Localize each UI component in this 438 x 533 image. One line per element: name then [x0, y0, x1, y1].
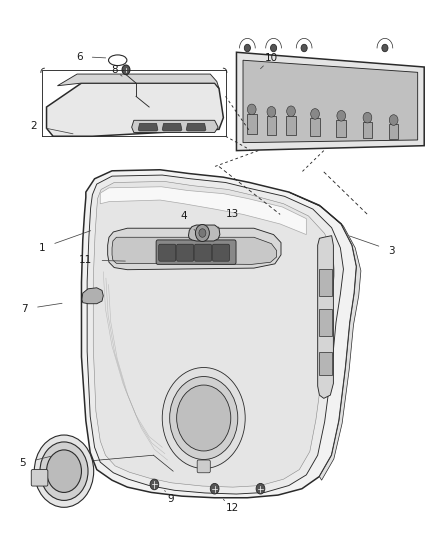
Polygon shape	[162, 124, 182, 131]
Circle shape	[271, 44, 277, 52]
Text: 12: 12	[223, 499, 239, 513]
Text: 10: 10	[261, 53, 278, 69]
FancyBboxPatch shape	[319, 352, 332, 375]
Polygon shape	[138, 124, 158, 131]
Polygon shape	[46, 83, 223, 136]
FancyBboxPatch shape	[177, 244, 194, 261]
Circle shape	[363, 112, 372, 123]
Circle shape	[337, 110, 346, 121]
Text: 2: 2	[30, 120, 73, 134]
Circle shape	[382, 44, 388, 52]
Text: 4: 4	[181, 211, 194, 230]
Circle shape	[267, 107, 276, 117]
Circle shape	[247, 104, 256, 115]
Text: 1: 1	[39, 231, 91, 253]
FancyBboxPatch shape	[286, 116, 296, 135]
Circle shape	[210, 483, 219, 494]
FancyBboxPatch shape	[319, 309, 332, 336]
Text: 11: 11	[79, 255, 125, 265]
Text: 8: 8	[111, 65, 122, 76]
Circle shape	[195, 224, 209, 241]
Circle shape	[122, 65, 130, 75]
FancyBboxPatch shape	[31, 470, 48, 486]
Circle shape	[40, 442, 88, 500]
FancyBboxPatch shape	[363, 122, 372, 138]
Polygon shape	[100, 187, 306, 235]
Polygon shape	[243, 60, 418, 143]
Text: 5: 5	[19, 456, 51, 468]
Text: 9: 9	[165, 490, 174, 504]
Polygon shape	[93, 181, 335, 487]
Circle shape	[150, 479, 159, 490]
FancyBboxPatch shape	[197, 460, 210, 473]
Polygon shape	[289, 192, 361, 480]
Circle shape	[311, 109, 319, 119]
Circle shape	[199, 229, 206, 237]
Polygon shape	[82, 288, 103, 304]
Text: 13: 13	[218, 209, 239, 228]
Polygon shape	[186, 124, 206, 131]
FancyBboxPatch shape	[267, 116, 276, 135]
FancyBboxPatch shape	[194, 244, 212, 261]
Circle shape	[34, 435, 94, 507]
FancyBboxPatch shape	[159, 244, 176, 261]
Circle shape	[287, 106, 295, 117]
Polygon shape	[57, 74, 219, 88]
Circle shape	[244, 44, 251, 52]
FancyBboxPatch shape	[336, 120, 346, 138]
Circle shape	[256, 483, 265, 494]
Circle shape	[301, 44, 307, 52]
FancyBboxPatch shape	[212, 244, 230, 261]
Polygon shape	[132, 120, 218, 133]
Polygon shape	[318, 236, 333, 398]
Circle shape	[389, 115, 398, 125]
Polygon shape	[237, 52, 424, 151]
Circle shape	[162, 368, 245, 469]
FancyBboxPatch shape	[247, 114, 257, 134]
Text: 6: 6	[76, 52, 106, 61]
Polygon shape	[87, 175, 343, 494]
Circle shape	[177, 385, 231, 451]
Ellipse shape	[109, 55, 127, 66]
Circle shape	[170, 376, 238, 459]
Polygon shape	[112, 237, 277, 264]
Text: 3: 3	[350, 236, 395, 255]
Polygon shape	[188, 225, 220, 241]
FancyBboxPatch shape	[319, 269, 332, 296]
Circle shape	[46, 450, 81, 492]
FancyBboxPatch shape	[389, 124, 399, 139]
FancyBboxPatch shape	[310, 118, 320, 136]
Text: 7: 7	[21, 303, 62, 314]
Polygon shape	[81, 169, 357, 498]
FancyBboxPatch shape	[156, 240, 236, 264]
Polygon shape	[108, 228, 281, 270]
